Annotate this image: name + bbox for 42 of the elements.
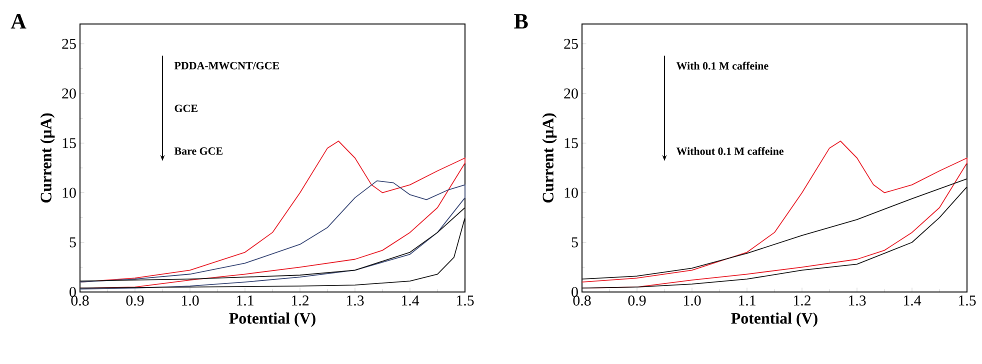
x-tick-label: 1.2 — [292, 296, 309, 306]
x-axis-title: Potential (V) — [229, 312, 316, 327]
y-tick-label: 20 — [62, 88, 76, 99]
y-axis-title: Current (μA) — [542, 113, 557, 203]
x-tick-label: 1.3 — [346, 296, 364, 306]
y-tick-label: 5 — [70, 237, 76, 248]
y-tick-label: 15 — [62, 138, 76, 148]
annotation: PDDA-MWCNT/GCE — [174, 62, 280, 70]
x-tick-label: 1.0 — [182, 296, 199, 306]
y-tick-label: 0 — [572, 286, 578, 298]
y-tick-label: 10 — [62, 188, 76, 198]
y-tick-label: 10 — [564, 188, 578, 198]
x-tick-label: 0.8 — [71, 296, 89, 306]
x-tick-label: 1.5 — [456, 296, 474, 306]
y-axis-title: Current (μA) — [40, 113, 55, 203]
line-series — [582, 140, 968, 288]
y-tick-label: 20 — [564, 88, 578, 99]
x-tick-label: 1.3 — [848, 296, 866, 306]
y-tick-label: 25 — [62, 38, 76, 49]
x-tick-label: 1.1 — [738, 296, 756, 306]
x-tick-label: 1.4 — [402, 296, 420, 306]
y-tick-label: 5 — [572, 237, 578, 248]
y-tick-label: 15 — [564, 138, 578, 148]
x-tick-label: 1.5 — [958, 296, 976, 306]
x-tick-label: 0.9 — [628, 296, 646, 306]
annotation: Bare GCE — [174, 147, 223, 155]
x-tick-label: 0.9 — [126, 296, 144, 306]
text: B — [514, 14, 528, 29]
y-tick-label: 25 — [564, 38, 578, 49]
x-tick-label: 0.8 — [573, 296, 591, 306]
annotation: Without 0.1 M caffeine — [676, 147, 784, 155]
annotation: With 0.1 M caffeine — [676, 62, 768, 70]
x-tick-label: 1.1 — [236, 296, 254, 306]
annotation: GCE — [174, 104, 198, 112]
x-tick-label: 1.4 — [904, 296, 922, 306]
line-series — [582, 178, 968, 288]
x-tick-label: 1.2 — [794, 296, 811, 306]
line-series — [80, 180, 466, 290]
y-tick-label: 0 — [70, 286, 76, 298]
text: A — [10, 14, 26, 29]
x-axis-title: Potential (V) — [731, 312, 818, 327]
x-tick-label: 1.0 — [684, 296, 701, 306]
